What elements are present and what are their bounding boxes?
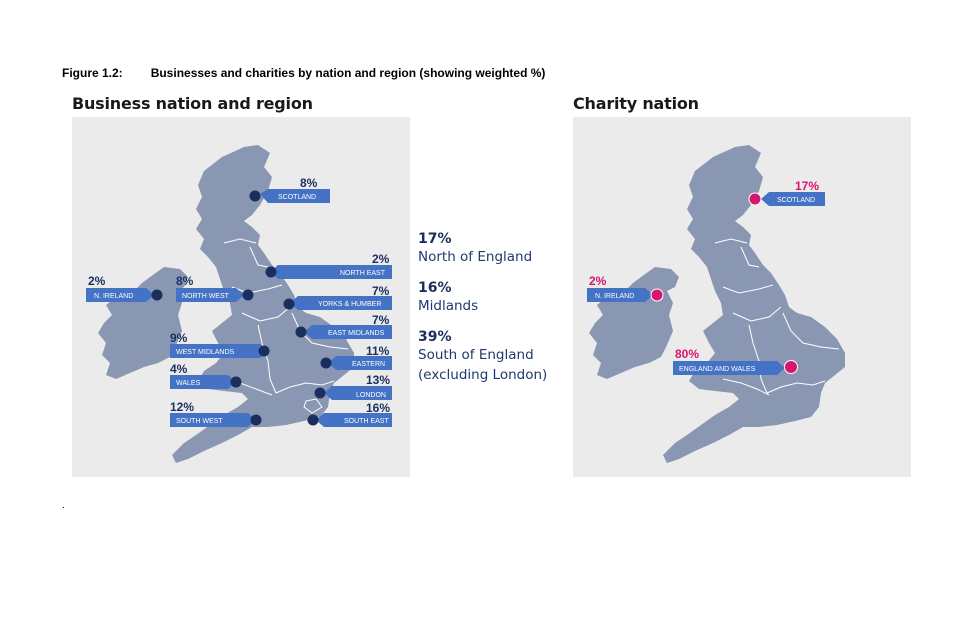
summary-south-label-1: South of England bbox=[418, 347, 534, 363]
pct-south-east: 16% bbox=[366, 401, 390, 415]
label-wales: WALES bbox=[176, 380, 201, 387]
figure-caption: Businesses and charities by nation and r… bbox=[150, 66, 546, 80]
business-callout-north-west: 8% NORTH WEST bbox=[176, 274, 254, 302]
label-south-west: SOUTH WEST bbox=[176, 418, 223, 425]
pct-wales: 4% bbox=[170, 362, 188, 376]
charity-callout-scotland: 17% SCOTLAND bbox=[748, 179, 825, 206]
business-callout-south-west: 12% SOUTH WEST bbox=[170, 400, 262, 427]
summary-midlands-value: 16% bbox=[418, 280, 452, 296]
business-callout-west-midlands: 9% WEST MIDLANDS bbox=[170, 331, 270, 358]
charity-callout-england-wales: 80% ENGLAND AND WALES bbox=[673, 347, 798, 375]
pct-east-midlands: 7% bbox=[372, 313, 390, 327]
business-callout-london: 13% LONDON bbox=[314, 373, 392, 400]
pct-south-west: 12% bbox=[170, 400, 194, 414]
pct-yorks-humber: 7% bbox=[372, 284, 390, 298]
label-yorks-humber: YORKS & HUMBER bbox=[318, 301, 381, 308]
charity-pct-england-wales: 80% bbox=[675, 347, 699, 361]
business-callout-eastern: 11% EASTERN bbox=[320, 344, 392, 370]
summary-north: 17% North of England bbox=[418, 231, 532, 267]
business-callout-south-east: 16% SOUTH EAST bbox=[307, 401, 392, 427]
label-scotland: SCOTLAND bbox=[278, 194, 316, 201]
charity-panel-title: Charity nation bbox=[573, 94, 699, 113]
footnote-mark: . bbox=[62, 500, 65, 511]
summary-midlands-label: Midlands bbox=[418, 298, 479, 314]
business-callout-scotland: 8% SCOTLAND bbox=[249, 176, 330, 203]
charity-label-n-ireland: N. IRELAND bbox=[595, 293, 634, 300]
summary-south: 39% South of England (excluding London) bbox=[418, 329, 547, 385]
label-east-midlands: EAST MIDLANDS bbox=[328, 330, 385, 337]
pct-london: 13% bbox=[366, 373, 390, 387]
label-london: LONDON bbox=[356, 392, 386, 399]
summary-north-value: 17% bbox=[418, 231, 452, 247]
summary-north-label: North of England bbox=[418, 249, 533, 265]
charity-map-panel: 17% SCOTLAND 2% N. IRELAND 80% ENGLAND A… bbox=[573, 117, 911, 477]
charity-pct-scotland: 17% bbox=[795, 179, 819, 193]
label-eastern: EASTERN bbox=[352, 361, 385, 368]
figure-number: Figure 1.2: bbox=[62, 66, 123, 80]
label-n-ireland: N. IRELAND bbox=[94, 293, 133, 300]
label-south-east: SOUTH EAST bbox=[344, 418, 389, 425]
pct-n-ireland: 2% bbox=[88, 274, 106, 288]
pct-north-west: 8% bbox=[176, 274, 194, 288]
charity-label-scotland: SCOTLAND bbox=[777, 197, 815, 204]
charity-label-england-wales: ENGLAND AND WALES bbox=[679, 366, 756, 373]
business-map: 8% SCOTLAND 2% NORTH EAST 2% N. IRELAND … bbox=[86, 145, 392, 463]
figure-title: Figure 1.2: Businesses and charities by n… bbox=[62, 66, 545, 80]
label-west-midlands: WEST MIDLANDS bbox=[176, 349, 235, 356]
charity-callout-n-ireland: 2% N. IRELAND bbox=[587, 274, 664, 302]
business-callout-yorks-humber: 7% YORKS & HUMBER bbox=[283, 284, 392, 310]
charity-map: 17% SCOTLAND 2% N. IRELAND 80% ENGLAND A… bbox=[587, 145, 845, 463]
summary-south-label-2: (excluding London) bbox=[418, 367, 548, 383]
charity-pct-n-ireland: 2% bbox=[589, 274, 607, 288]
summary-south-value: 39% bbox=[418, 329, 452, 345]
label-north-east: NORTH EAST bbox=[340, 270, 386, 277]
pct-eastern: 11% bbox=[366, 344, 390, 358]
business-map-panel: 8% SCOTLAND 2% NORTH EAST 2% N. IRELAND … bbox=[72, 117, 410, 477]
pct-north-east: 2% bbox=[372, 252, 390, 266]
business-callout-north-east: 2% NORTH EAST bbox=[265, 252, 392, 279]
pct-west-midlands: 9% bbox=[170, 331, 188, 345]
business-callout-wales: 4% WALES bbox=[170, 362, 242, 389]
business-panel-title: Business nation and region bbox=[72, 94, 313, 113]
summary-midlands: 16% Midlands bbox=[418, 280, 478, 316]
business-callout-east-midlands: 7% EAST MIDLANDS bbox=[295, 313, 392, 339]
business-callout-n-ireland: 2% N. IRELAND bbox=[86, 274, 163, 302]
label-north-west: NORTH WEST bbox=[182, 293, 230, 300]
pct-scotland: 8% bbox=[300, 176, 318, 190]
